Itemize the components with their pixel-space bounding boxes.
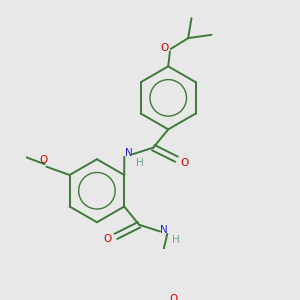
- Text: O: O: [39, 155, 47, 165]
- Text: O: O: [103, 234, 112, 244]
- Text: H: H: [136, 158, 144, 167]
- Text: N: N: [124, 148, 132, 158]
- Text: O: O: [181, 158, 189, 167]
- Text: O: O: [160, 43, 168, 53]
- Text: O: O: [170, 294, 178, 300]
- Text: H: H: [172, 235, 179, 245]
- Text: N: N: [160, 225, 168, 235]
